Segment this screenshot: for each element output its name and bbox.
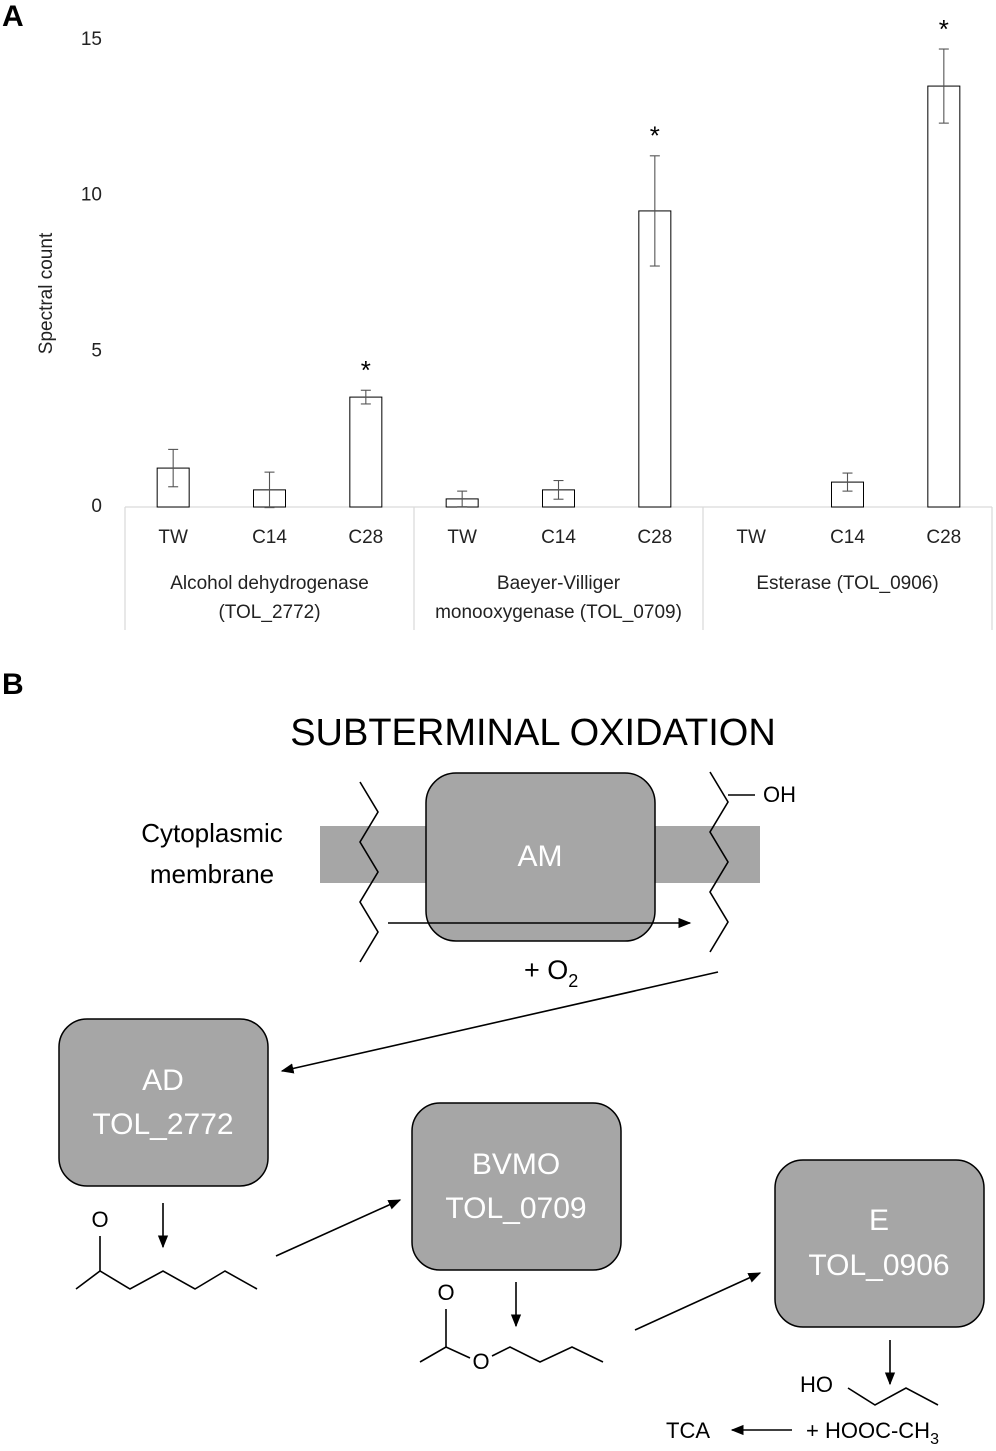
- arrow: [634, 1272, 762, 1331]
- bar: [927, 85, 961, 508]
- enzyme-label: TOL_2772: [92, 1108, 233, 1141]
- x-tick-label: C28: [348, 527, 383, 548]
- product-text: + HOOC-CH: [806, 1418, 930, 1443]
- enzyme-label: TOL_0906: [808, 1249, 949, 1282]
- group-label: Baeyer-Villiger: [497, 573, 621, 594]
- diagram-title: SUBTERMINAL OXIDATION: [290, 712, 776, 754]
- group-label: Alcohol dehydrogenase: [170, 573, 369, 594]
- group-label: Esterase (TOL_0906): [756, 573, 938, 594]
- x-tick-label: C14: [252, 527, 287, 548]
- product-sub: 3: [930, 1431, 939, 1448]
- x-tick-label: TW: [447, 527, 477, 548]
- significance: *: [361, 355, 371, 385]
- reagent: + O2: [524, 955, 578, 991]
- enzyme-box: [425, 772, 656, 942]
- ketone-chain: [75, 1270, 258, 1290]
- hydroxyl: OH: [763, 782, 796, 807]
- reagent-text: + O: [524, 955, 568, 985]
- x-tick-label: C28: [926, 527, 961, 548]
- atom: HO: [800, 1372, 833, 1397]
- tca: TCA: [666, 1418, 710, 1443]
- enzyme-box: [58, 1018, 269, 1187]
- group-label: (TOL_2772): [218, 602, 320, 623]
- chart: 0 5 10 15 Spectral count Alcohol dehydrogenas…: [36, 14, 993, 630]
- x-tick-label: TW: [158, 527, 188, 548]
- y-tick-label: 15: [81, 29, 102, 50]
- bar: [349, 396, 383, 508]
- arrow: [280, 971, 719, 1074]
- y-tick-label: 10: [81, 185, 102, 206]
- panel-label: A: [2, 0, 24, 33]
- significance: *: [939, 14, 949, 44]
- arrow: [275, 1199, 402, 1257]
- reagent-sub: 2: [568, 971, 578, 991]
- enzyme-box: [774, 1159, 985, 1328]
- atom: O: [437, 1280, 454, 1305]
- product: + HOOC-CH3: [806, 1418, 939, 1448]
- x-tick-label: C14: [541, 527, 576, 548]
- atom: O: [472, 1349, 489, 1374]
- enzyme-label: BVMO: [472, 1148, 560, 1181]
- y-tick-label: 0: [91, 496, 102, 517]
- group-label: monooxygenase (TOL_0709): [435, 602, 682, 623]
- atom: O: [91, 1207, 108, 1232]
- enzyme-label: AM: [518, 840, 563, 873]
- enzyme-box: [411, 1102, 622, 1271]
- x-tick-label: C14: [830, 527, 865, 548]
- alkanol-chain: [709, 771, 729, 953]
- panel-label: B: [2, 668, 24, 701]
- membrane-label: membrane: [150, 859, 274, 889]
- y-axis-label: Spectral count: [36, 232, 57, 354]
- x-tick-label: C28: [637, 527, 672, 548]
- significance: *: [650, 121, 660, 151]
- enzyme-label: AD: [142, 1064, 184, 1097]
- alkane-chain: [359, 781, 379, 963]
- x-tick-label: TW: [736, 527, 766, 548]
- y-tick-label: 5: [91, 340, 102, 361]
- ester-chain: [419, 1346, 471, 1363]
- enzyme-label: TOL_0709: [445, 1192, 586, 1225]
- ester-chain: [491, 1346, 604, 1363]
- alcohol-chain: [847, 1387, 939, 1406]
- enzyme-label: E: [869, 1204, 889, 1237]
- membrane-label: Cytoplasmic: [141, 818, 283, 848]
